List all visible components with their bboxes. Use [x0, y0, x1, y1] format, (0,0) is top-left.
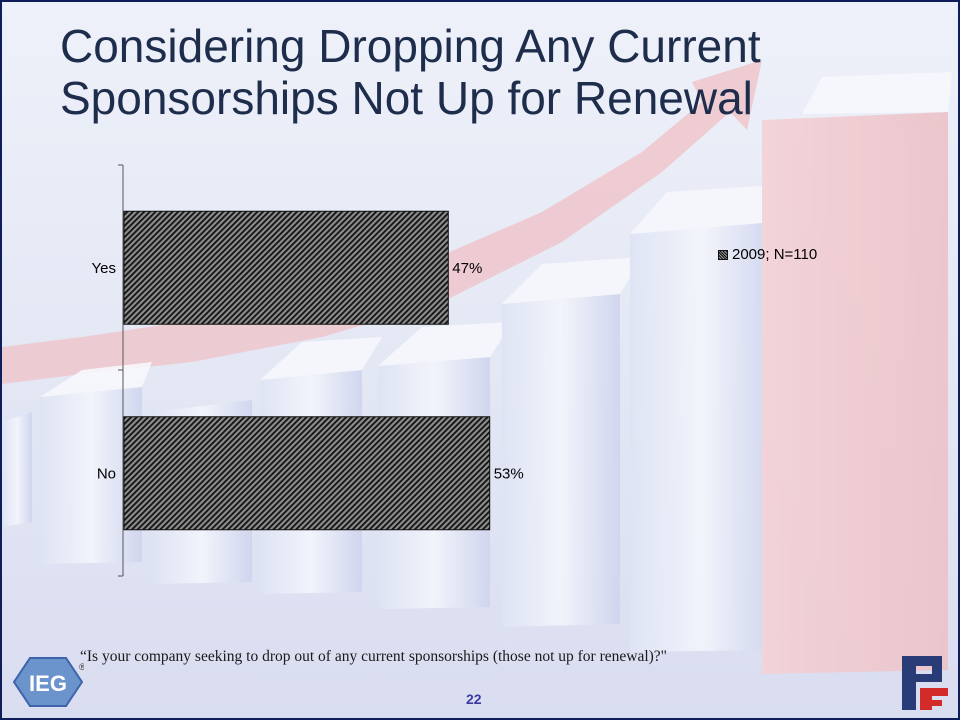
category-label-no: No [97, 465, 116, 482]
page-title: Considering Dropping Any Current Sponsor… [60, 20, 761, 124]
bars-group: Yes 47% No 53% [92, 210, 524, 531]
pf-logo-text: PF [924, 711, 926, 713]
ieg-logo: IEG ® [12, 657, 84, 707]
bar-yes [123, 210, 449, 325]
legend-label: 2009; N=110 [732, 246, 818, 263]
survey-question: “Is your company seeking to drop out of … [80, 648, 668, 665]
category-label-yes: Yes [92, 260, 116, 277]
registered-mark: ® [79, 662, 84, 672]
pf-logo: PF [902, 656, 948, 713]
page-number: 22 [466, 691, 482, 707]
legend-swatch [718, 249, 728, 260]
data-label-no: 53% [494, 465, 524, 482]
bar-no [123, 416, 491, 531]
ieg-logo-text: IEG [29, 671, 67, 696]
chart-legend: 2009; N=110 [718, 246, 817, 263]
data-label-yes: 47% [452, 260, 482, 277]
